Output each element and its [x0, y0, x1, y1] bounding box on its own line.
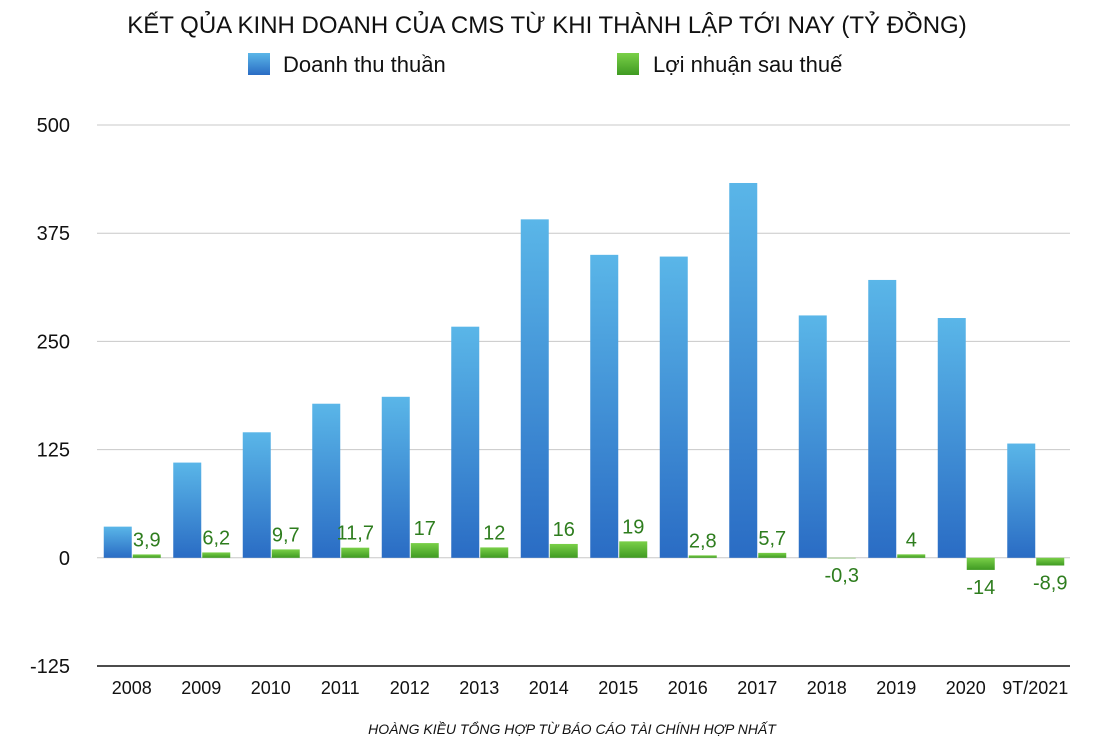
bar-profit [480, 547, 509, 558]
bar-profit [1036, 557, 1065, 566]
x-tick-label: 2010 [251, 678, 291, 698]
bar-profit [619, 541, 648, 558]
bar-revenue [937, 318, 966, 558]
legend-label-revenue: Doanh thu thuần [283, 52, 446, 77]
data-label-profit: 19 [622, 516, 644, 538]
data-label-profit: -14 [966, 577, 995, 599]
bar-revenue [590, 254, 619, 558]
source-note: HOÀNG KIỀU TỔNG HỢP TỪ BÁO CÁO TÀI CHÍNH… [368, 720, 777, 737]
x-tick-label: 2016 [668, 678, 708, 698]
bar-revenue [659, 256, 688, 558]
bar-profit [341, 547, 370, 558]
y-tick-label: 250 [37, 331, 70, 353]
bar-profit [410, 543, 439, 558]
bar-revenue [103, 526, 132, 558]
data-label-profit: 12 [483, 522, 505, 544]
data-label-profit: 2,8 [689, 530, 717, 552]
bar-profit [688, 555, 717, 558]
x-tick-label: 2014 [529, 678, 569, 698]
x-tick-label: 2019 [876, 678, 916, 698]
data-label-profit: -0,3 [825, 565, 859, 587]
bars [103, 182, 1065, 570]
bar-profit [132, 554, 161, 558]
data-label-profit: 17 [414, 518, 436, 540]
bar-revenue [798, 315, 827, 558]
bar-profit [549, 543, 578, 558]
data-label-profit: 3,9 [133, 529, 161, 551]
bar-profit [966, 557, 995, 570]
legend-label-profit: Lợi nhuận sau thuế [653, 52, 842, 77]
data-label-profit: -8,9 [1033, 573, 1067, 595]
bar-revenue [1007, 443, 1036, 558]
y-axis-ticks: -125 0 125 250 375 500 [30, 115, 70, 678]
gridlines [97, 124, 1070, 667]
bar-profit [271, 549, 300, 558]
data-label-profit: 9,7 [272, 524, 300, 546]
bar-revenue [729, 182, 758, 558]
legend-swatch-revenue [248, 53, 270, 75]
legend: Doanh thu thuần Lợi nhuận sau thuế [248, 52, 842, 77]
bar-revenue [381, 396, 410, 558]
y-tick-label: 375 [37, 223, 70, 245]
x-tick-label: 2009 [181, 678, 221, 698]
y-tick-label: -125 [30, 656, 70, 678]
data-label-profit: 5,7 [758, 528, 786, 550]
chart-title: KẾT QỦA KINH DOANH CỦA CMS TỪ KHI THÀNH … [127, 10, 966, 39]
bar-revenue [242, 432, 271, 558]
x-tick-label: 2011 [321, 678, 360, 698]
bar-revenue [520, 219, 549, 558]
data-labels: 3,9 6,2 9,7 11,7 17 12 16 19 2,8 5,7 -0,3 4 -14 -8,9 [133, 516, 1068, 599]
x-tick-label: 2008 [112, 678, 152, 698]
x-tick-label: 2018 [807, 678, 847, 698]
bar-profit [758, 552, 787, 558]
x-tick-label: 2012 [390, 678, 430, 698]
legend-swatch-profit [617, 53, 639, 75]
data-label-profit: 16 [553, 519, 575, 541]
bar-revenue [868, 279, 897, 558]
data-label-profit: 6,2 [202, 527, 230, 549]
bar-profit [827, 557, 856, 559]
bar-revenue [312, 403, 341, 558]
x-tick-label: 2020 [946, 678, 986, 698]
bar-revenue [451, 326, 480, 558]
data-label-profit: 4 [906, 529, 917, 551]
y-tick-label: 0 [59, 548, 70, 570]
x-tick-label: 9T/2021 [1002, 678, 1068, 698]
bar-revenue [173, 462, 202, 558]
bar-profit [897, 554, 926, 558]
x-tick-label: 2013 [459, 678, 499, 698]
x-axis-ticks: 2008 2009 2010 2011 2012 2013 2014 2015 2016 2017… [112, 678, 1069, 698]
bar-profit [202, 552, 231, 558]
data-label-profit: 11,7 [337, 523, 374, 545]
y-tick-label: 500 [37, 115, 70, 137]
y-tick-label: 125 [37, 440, 70, 462]
x-tick-label: 2017 [737, 678, 777, 698]
x-tick-label: 2015 [598, 678, 638, 698]
